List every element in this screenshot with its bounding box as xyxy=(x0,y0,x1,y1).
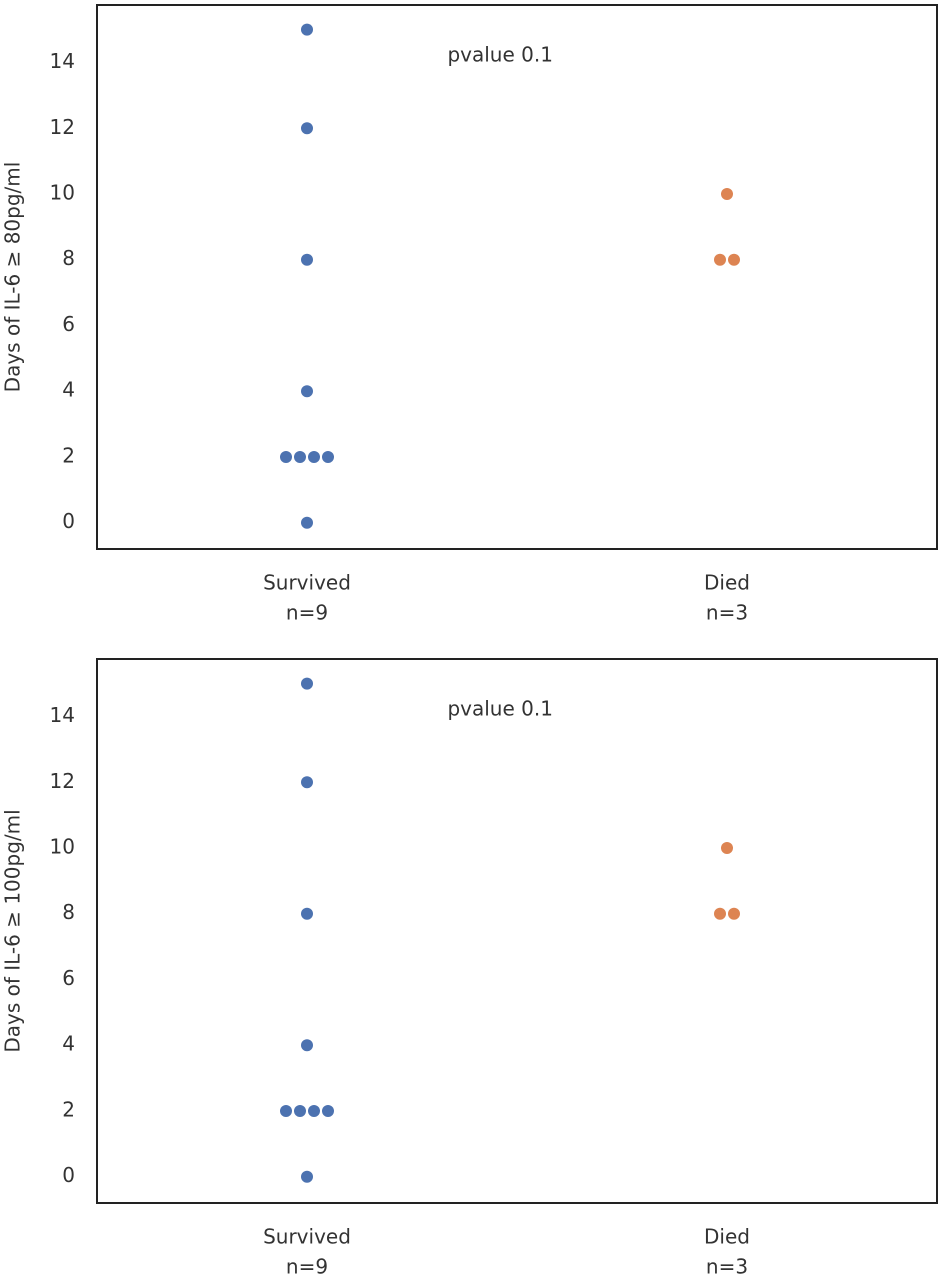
data-point xyxy=(301,1039,313,1052)
data-point xyxy=(301,23,313,36)
y-tick-label: 14 xyxy=(50,703,75,727)
y-tick-label: 0 xyxy=(62,1163,75,1187)
y-tick-label: 4 xyxy=(62,1032,75,1056)
x-tick-sublabel: n=3 xyxy=(706,601,748,625)
x-tick-label: Survived xyxy=(263,1225,351,1249)
data-point xyxy=(301,516,313,529)
y-tick-label: 2 xyxy=(62,443,75,467)
data-point xyxy=(301,1170,313,1183)
data-point xyxy=(728,907,740,920)
y-tick-label: 4 xyxy=(62,378,75,402)
y-tick-label: 10 xyxy=(50,181,75,205)
y-tick-label: 0 xyxy=(62,509,75,533)
data-point xyxy=(301,385,313,398)
y-tick-label: 6 xyxy=(62,966,75,990)
data-point xyxy=(294,1104,306,1117)
x-tick-sublabel: n=3 xyxy=(706,1255,748,1279)
y-axis-label: Days of IL-6 ≥ 100pg/ml xyxy=(1,809,25,1052)
data-point xyxy=(301,677,313,690)
data-point xyxy=(294,450,306,463)
y-tick-label: 12 xyxy=(50,115,75,139)
data-point xyxy=(714,907,726,920)
data-point xyxy=(301,776,313,789)
x-tick-label: Survived xyxy=(263,571,351,595)
data-point xyxy=(301,122,313,135)
x-tick-sublabel: n=9 xyxy=(286,1255,328,1279)
x-tick-sublabel: n=9 xyxy=(286,601,328,625)
data-point xyxy=(301,253,313,266)
plot-frame xyxy=(96,658,938,1204)
data-point xyxy=(714,253,726,266)
annotation: pvalue 0.1 xyxy=(447,697,553,721)
data-point xyxy=(721,842,733,855)
data-point xyxy=(280,1104,292,1117)
data-point xyxy=(728,253,740,266)
data-point xyxy=(721,188,733,201)
data-point xyxy=(308,1104,320,1117)
y-tick-label: 12 xyxy=(50,769,75,793)
y-tick-label: 2 xyxy=(62,1097,75,1121)
y-tick-label: 8 xyxy=(62,246,75,270)
data-point xyxy=(322,450,334,463)
annotation: pvalue 0.1 xyxy=(447,43,553,67)
data-point xyxy=(301,907,313,920)
y-tick-label: 10 xyxy=(50,835,75,859)
x-tick-label: Died xyxy=(704,571,750,595)
y-tick-label: 6 xyxy=(62,312,75,336)
x-tick-label: Died xyxy=(704,1225,750,1249)
data-point xyxy=(322,1104,334,1117)
data-point xyxy=(280,450,292,463)
y-tick-label: 14 xyxy=(50,49,75,73)
y-tick-label: 8 xyxy=(62,900,75,924)
plot-frame xyxy=(96,4,938,550)
data-point xyxy=(308,450,320,463)
y-axis-label: Days of IL-6 ≥ 80pg/ml xyxy=(1,162,25,393)
